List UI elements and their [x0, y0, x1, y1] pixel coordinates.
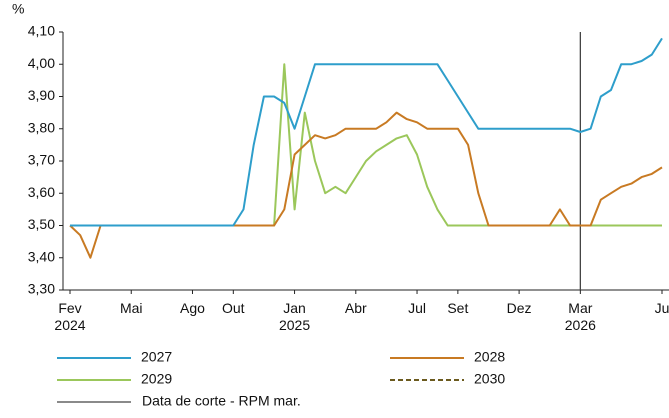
- x-tick-label: Mar 2026: [564, 300, 596, 333]
- x-tick-label: Dez: [506, 300, 532, 316]
- series-line: [70, 63, 662, 227]
- y-tick-label: 3,50: [28, 216, 55, 232]
- x-tick-label: Out: [222, 300, 245, 316]
- x-tick-label: Fev 2024: [54, 300, 86, 333]
- legend-label: 2028: [474, 349, 505, 365]
- x-tick-label: Jan 2025: [278, 300, 311, 333]
- legend-label: 2029: [141, 371, 172, 387]
- x-tick-label: Mai: [119, 300, 143, 316]
- y-tick-label: 3,40: [28, 248, 55, 264]
- x-tick-label: Set: [447, 300, 469, 316]
- y-tick-label: 3,60: [28, 184, 55, 200]
- series-line: [69, 111, 663, 259]
- legend-label: Data de corte - RPM mar.: [142, 393, 301, 409]
- y-tick-label: 3,80: [28, 119, 55, 135]
- x-tick-label: Ago: [180, 300, 205, 316]
- y-axis-label: %: [12, 1, 24, 17]
- x-tick-label: Jul: [408, 300, 426, 316]
- series-line: [70, 37, 663, 227]
- x-tick-label: Abr: [344, 300, 367, 316]
- y-tick-label: 4,00: [28, 55, 55, 71]
- x-tick-label: Ju: [654, 300, 669, 316]
- legend-label: 2030: [474, 371, 505, 387]
- legend-label: 2027: [141, 349, 172, 365]
- y-tick-label: 3,90: [28, 87, 55, 103]
- y-tick-label: 3,30: [28, 281, 55, 297]
- y-tick-label: 4,10: [28, 23, 55, 39]
- y-tick-label: 3,70: [28, 152, 55, 168]
